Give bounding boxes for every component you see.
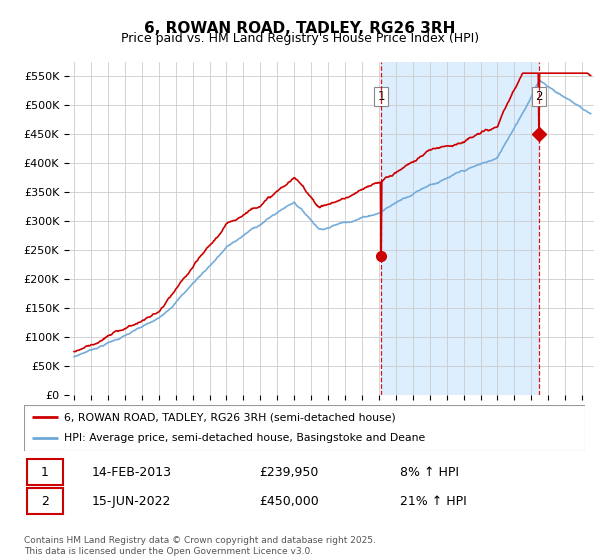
Text: £450,000: £450,000 [260,494,319,507]
FancyBboxPatch shape [27,488,63,514]
Text: £239,950: £239,950 [260,466,319,479]
Text: 21% ↑ HPI: 21% ↑ HPI [400,494,467,507]
Text: 8% ↑ HPI: 8% ↑ HPI [400,466,459,479]
Text: 15-JUN-2022: 15-JUN-2022 [91,494,170,507]
Text: 6, ROWAN ROAD, TADLEY, RG26 3RH (semi-detached house): 6, ROWAN ROAD, TADLEY, RG26 3RH (semi-de… [64,412,396,422]
Bar [381,62,539,395]
Text: 1: 1 [41,466,49,479]
Text: HPI: Average price, semi-detached house, Basingstoke and Deane: HPI: Average price, semi-detached house,… [64,433,425,444]
FancyBboxPatch shape [24,405,585,451]
Text: 2: 2 [535,90,543,103]
Text: 14-FEB-2013: 14-FEB-2013 [91,466,172,479]
FancyBboxPatch shape [27,459,63,486]
Text: 1: 1 [377,90,385,103]
Text: Contains HM Land Registry data © Crown copyright and database right 2025.
This d: Contains HM Land Registry data © Crown c… [24,536,376,556]
Text: 2: 2 [41,494,49,507]
Text: Price paid vs. HM Land Registry's House Price Index (HPI): Price paid vs. HM Land Registry's House … [121,32,479,45]
Text: 6, ROWAN ROAD, TADLEY, RG26 3RH: 6, ROWAN ROAD, TADLEY, RG26 3RH [145,21,455,36]
